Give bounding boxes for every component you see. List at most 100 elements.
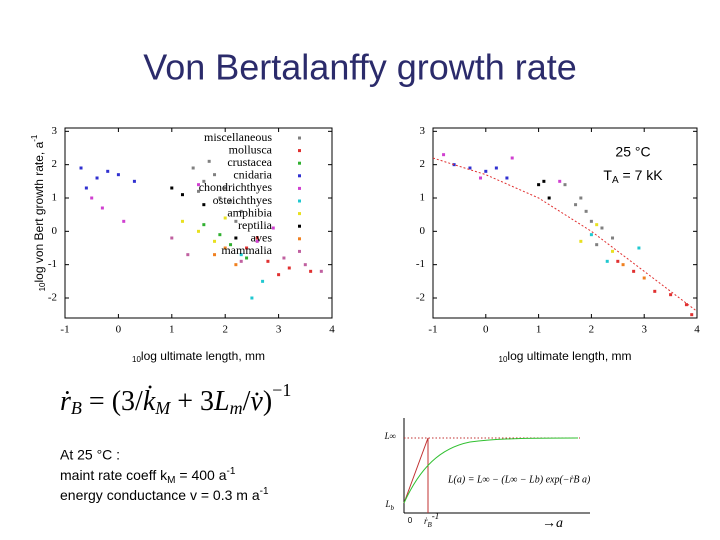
y-tick-label: 1 (52, 192, 58, 204)
legend-label: mammalia (221, 243, 272, 257)
x-tick-label: 0 (483, 324, 489, 336)
formula-part: v̇ (250, 386, 263, 417)
formula-part: ṙ (60, 386, 71, 417)
scatter-point (595, 243, 599, 247)
inset-label-part: -1 (432, 511, 440, 521)
scatter-point (558, 179, 562, 183)
scatter-point (579, 196, 583, 200)
scatter-point (180, 193, 184, 197)
annotation: TA = 7 kK (603, 167, 663, 186)
scatter-point (452, 163, 456, 167)
x-tick-label: 0 (116, 324, 122, 336)
note-part: -1 (260, 486, 269, 497)
formula-part: + 3 (170, 386, 214, 417)
scatter-point (642, 276, 646, 280)
scatter-point (90, 196, 94, 200)
x-tick-label: 3 (641, 324, 647, 336)
scatter-point (197, 189, 200, 193)
slide-title: Von Bertalanffy growth rate (143, 47, 577, 88)
legend-marker (298, 161, 301, 165)
inset-label: 0 (408, 516, 413, 525)
scatter-point (186, 253, 190, 257)
scatter-point (282, 256, 286, 260)
scatter-point (319, 269, 323, 273)
scatter-point (122, 219, 126, 223)
scatter-point (255, 239, 259, 243)
note-part: -1 (226, 466, 235, 477)
legend-label: crustacea (227, 155, 272, 169)
scatter-point (95, 176, 99, 180)
scatter-point (684, 303, 688, 307)
scatter-point (79, 166, 83, 170)
inset-label-part: B (428, 521, 433, 529)
scatter-point (218, 196, 222, 200)
scatter-point (510, 156, 514, 160)
note-part: = 400 a (175, 467, 226, 483)
scatter-point (595, 223, 599, 227)
scatter-point (191, 166, 195, 170)
formula-part: B (71, 398, 82, 418)
legend-marker (298, 136, 301, 140)
scatter-point (589, 233, 593, 237)
legend-label: osteichthyes (213, 193, 273, 207)
x-tick-label: 4 (694, 324, 700, 336)
inset-line (403, 437, 429, 504)
scatter-point (213, 253, 217, 257)
formula-part: = (3/ (82, 386, 143, 417)
inset-label: →a (542, 516, 563, 531)
scatter-point (197, 229, 200, 233)
inset-curve (403, 437, 579, 504)
plot-frame (432, 127, 698, 319)
scatter-point (484, 169, 488, 173)
legend-marker (298, 237, 301, 241)
formula-part: L (213, 386, 230, 417)
scatter-point (170, 236, 174, 240)
scatter-point (84, 186, 88, 190)
annotation-part: A (612, 175, 619, 186)
y-tick-label: 2 (52, 158, 58, 170)
scatter-point (637, 246, 641, 250)
scatter-point (632, 269, 636, 273)
scatter-point (287, 266, 291, 270)
scatter-point (605, 259, 609, 263)
y-axis-label-part: 10 (38, 282, 47, 291)
scatter-point (479, 176, 483, 180)
scatter-point (213, 173, 217, 177)
scatter-point (442, 153, 446, 157)
legend-label: aves (251, 231, 273, 245)
inset-label-part: b (391, 504, 395, 512)
legend-marker (298, 199, 301, 203)
note: At 25 °C : (60, 447, 120, 463)
scatter-point (234, 263, 238, 267)
scatter-point (245, 256, 249, 260)
plot-frame (64, 127, 333, 319)
scatter-point (202, 179, 206, 183)
scatter-point (239, 209, 243, 213)
scatter-point (234, 236, 238, 240)
y-tick-label: 3 (420, 125, 426, 137)
scatter-point (218, 233, 222, 237)
formula-part: / (243, 386, 251, 417)
scatter-point (600, 226, 604, 230)
scatter-point (611, 236, 615, 240)
scatter-point (579, 239, 583, 243)
formula-part: k̇ (143, 386, 156, 417)
scatter-point (132, 179, 136, 183)
legend-marker (298, 186, 301, 190)
legend-marker (298, 224, 301, 228)
note-part: maint rate coeff k (60, 467, 168, 483)
y-tick-label: 0 (52, 225, 58, 237)
scatter-point (202, 223, 206, 227)
note: maint rate coeff kM = 400 a-1 (60, 466, 236, 486)
x-tick-label: -1 (428, 324, 437, 336)
formula: ṙB = (3/k̇M + 3Lm/v̇)−1 (60, 380, 291, 418)
scatter-point (271, 226, 275, 230)
scatter-point (653, 289, 657, 293)
scatter-point (229, 243, 233, 247)
y-tick-label: -1 (416, 258, 425, 270)
legend-label: miscellaneous (204, 130, 272, 144)
inset-formula: L(a) = L∞ − (L∞ − Lb) exp(−ṙB a) (447, 474, 591, 485)
legend-marker (298, 249, 301, 253)
